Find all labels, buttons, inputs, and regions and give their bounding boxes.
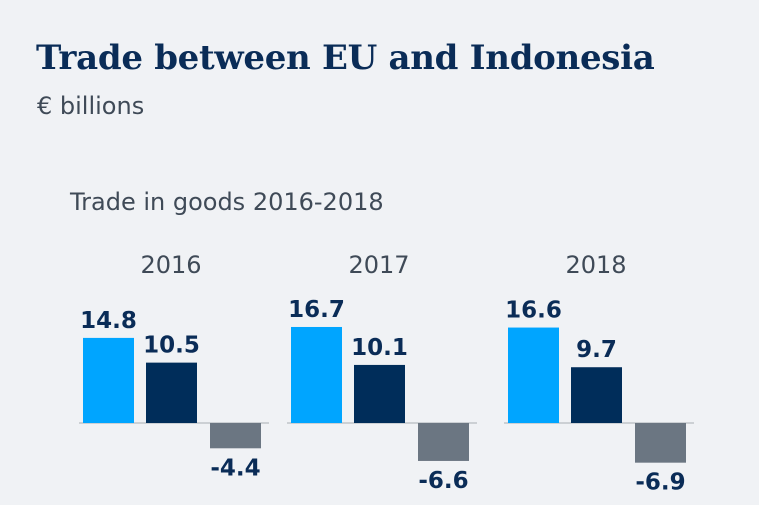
value-label-balance-2017: -6.6 [418,468,468,494]
value-label-balance-2016: -4.4 [210,455,260,481]
bar-imports-2018 [571,367,622,423]
bar-imports-2017 [354,364,405,423]
year-label-2017: 2017 [348,251,409,279]
value-label-imports-2018: 9.7 [576,337,617,363]
value-label-exports-2016: 14.8 [80,308,137,334]
year-label-2016: 2016 [140,251,201,279]
year-label-2018: 2018 [565,251,626,279]
bar-imports-2016 [146,362,197,423]
bar-balance-2018 [635,423,686,463]
value-label-balance-2018: -6.9 [635,470,685,496]
chart-title: Trade between EU and Indonesia [36,38,655,78]
bar-exports-2016 [83,337,134,423]
chart-subtitle: € billions [37,92,145,120]
bar-balance-2016 [210,423,261,449]
bar-exports-2017 [291,326,342,423]
panel-title: Trade in goods 2016-2018 [70,188,384,216]
bar-balance-2017 [418,423,469,461]
value-label-imports-2016: 10.5 [143,333,200,359]
value-label-exports-2018: 16.6 [505,298,562,324]
value-label-imports-2017: 10.1 [351,335,408,361]
value-label-exports-2017: 16.7 [288,297,345,323]
bar-exports-2018 [508,327,559,423]
